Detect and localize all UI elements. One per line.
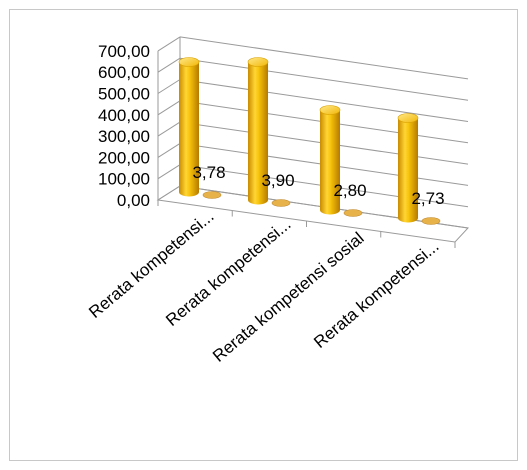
grid-line [179, 36, 469, 80]
bar-top [178, 57, 200, 67]
grid-line-side [157, 142, 181, 158]
bar-top [247, 57, 269, 67]
grid-line-side [157, 164, 181, 180]
bar-body [320, 110, 340, 215]
bar [319, 105, 363, 217]
data-label: 2,80 [333, 181, 366, 200]
data-label: 2,73 [411, 189, 444, 208]
bars-layer [178, 57, 441, 225]
y-axis-ticks: 0,00 100,00 200,00 300,00 400,00 500,00 600,00… [98, 42, 150, 210]
bar [178, 57, 222, 199]
grid-line [179, 79, 469, 122]
grid-line-side [157, 100, 181, 116]
y-tick-label: 700,00 [98, 42, 150, 61]
bar-body [398, 118, 418, 223]
x-axis-categories: Rerata kompetensi...Rerata kompetensi...… [85, 207, 442, 366]
grid-line-side [157, 57, 181, 73]
grid-line-side [157, 79, 181, 94]
bar-body [179, 62, 199, 197]
grid-line [179, 57, 469, 101]
grid-line-side [157, 121, 181, 137]
bar-base-disc [271, 199, 291, 207]
bar-base-disc [421, 217, 441, 225]
bar-top [397, 113, 419, 123]
bar-base-disc [202, 191, 222, 199]
data-labels: 3,78 3,90 2,80 2,73 [192, 163, 444, 208]
bar-base-disc [343, 209, 363, 217]
y-tick-label: 600,00 [98, 63, 150, 82]
bar-body [248, 62, 268, 205]
y-tick-label: 0,00 [117, 191, 150, 210]
x-category-label: Rerata kompetensi sosial [209, 229, 367, 366]
y-tick-label: 100,00 [98, 170, 150, 189]
y-tick-label: 300,00 [98, 127, 150, 146]
bar [247, 57, 291, 207]
data-label: 3,78 [192, 163, 225, 182]
floor [156, 185, 470, 243]
grid-line-side [157, 36, 181, 52]
data-label: 3,90 [261, 171, 294, 190]
y-tick-label: 200,00 [98, 148, 150, 167]
bar [397, 113, 441, 225]
bar-top [319, 105, 341, 115]
y-tick-label: 400,00 [98, 106, 150, 125]
y-tick-label: 500,00 [98, 85, 150, 104]
